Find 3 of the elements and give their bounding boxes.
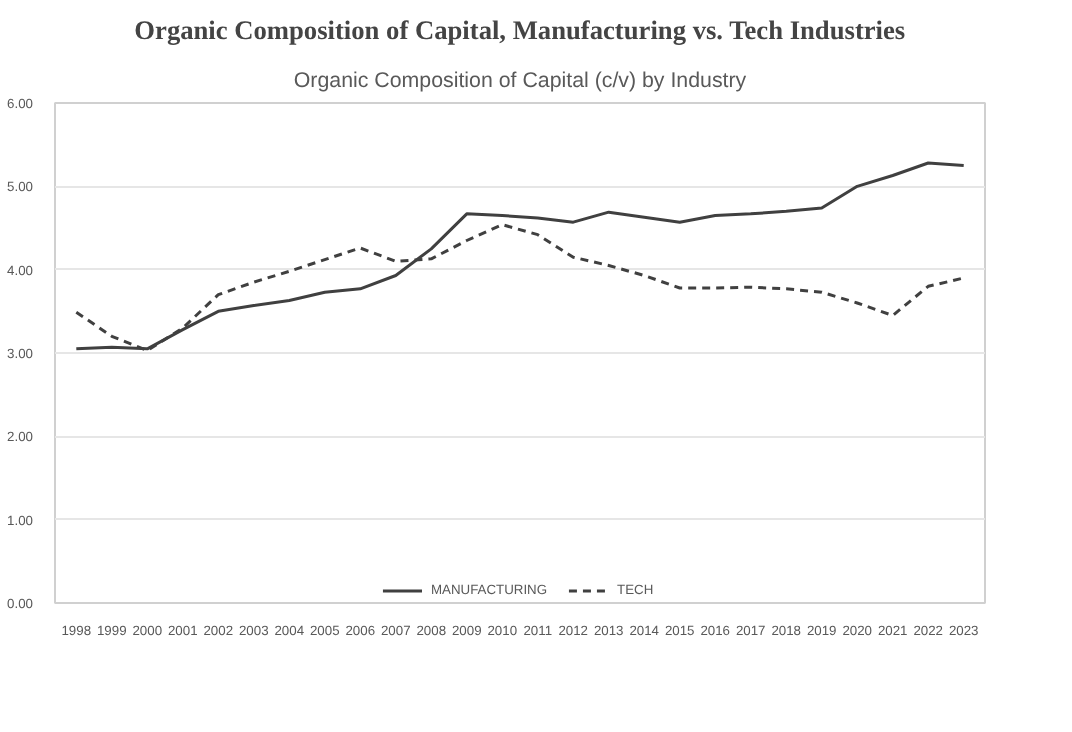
chart-title: Organic Composition of Capital, Manufacturing vs. Tech Industries: [134, 15, 906, 45]
line-series: [74, 161, 966, 351]
chart-subtitle: Organic Composition of Capital (c/v) by Industry: [293, 69, 748, 93]
